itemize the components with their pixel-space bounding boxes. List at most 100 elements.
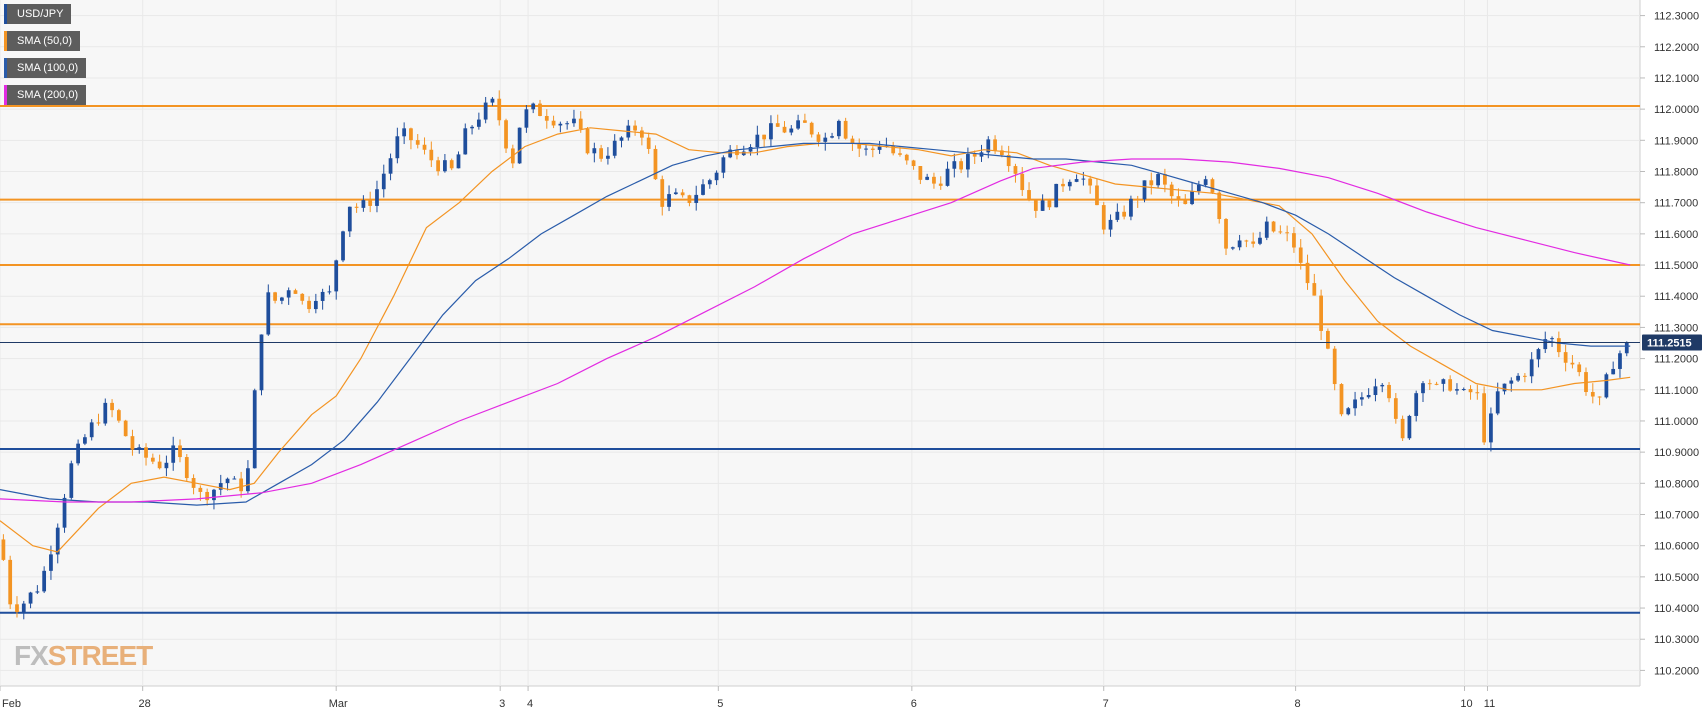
candle-bearish <box>1169 184 1174 197</box>
candle-bullish <box>42 570 47 592</box>
candle-bullish <box>1081 178 1086 180</box>
candle-bearish <box>178 445 182 458</box>
candle-bullish <box>952 161 957 169</box>
candle-bullish <box>225 478 230 484</box>
candle-bullish <box>1373 386 1378 396</box>
legend-usdjpy[interactable]: USD/JPY <box>4 4 72 24</box>
candle-bearish <box>653 148 658 180</box>
candle-bearish <box>116 410 121 421</box>
y-tick-label: 111.0000 <box>1654 416 1698 428</box>
candle-bullish <box>667 194 671 207</box>
candle-bullish <box>1380 384 1385 387</box>
candle-bullish <box>1203 179 1208 185</box>
y-tick-label: 111.4000 <box>1654 291 1698 303</box>
logo-fx: FX <box>14 640 49 671</box>
candle-bullish <box>1624 342 1629 354</box>
candle-bearish <box>1013 166 1018 174</box>
moving-averages <box>0 127 1631 553</box>
candle-bearish <box>660 179 665 207</box>
candle-bullish <box>1509 380 1514 384</box>
y-tick-label: 110.7000 <box>1654 510 1699 522</box>
candle-bullish <box>1407 415 1412 439</box>
candle-bullish <box>694 194 699 203</box>
candle-bearish <box>409 128 413 141</box>
candle-bearish <box>205 491 210 501</box>
candle-bearish <box>1319 295 1323 331</box>
candle-bullish <box>347 206 352 232</box>
candle-bearish <box>1020 173 1025 191</box>
candle-bearish <box>307 300 311 310</box>
candle-bullish <box>76 443 80 464</box>
candle-bearish <box>918 166 923 180</box>
candle-bullish <box>789 128 794 133</box>
candle-bearish <box>1339 384 1344 415</box>
candle-bullish <box>49 554 53 571</box>
candle-bullish <box>1067 181 1072 187</box>
candle-bullish <box>21 603 26 613</box>
candle-bullish <box>327 291 332 293</box>
candle-bullish <box>1421 383 1425 394</box>
x-tick-label: 10 <box>1460 698 1472 710</box>
candle-bearish <box>809 122 814 135</box>
candle-bearish <box>932 176 936 184</box>
x-tick-label: 28 <box>139 698 151 710</box>
legend-sma50[interactable]: SMA (50,0) <box>4 31 81 51</box>
candle-bullish <box>1414 393 1419 416</box>
candle-bullish <box>35 591 40 593</box>
candle-bullish <box>1441 379 1446 384</box>
candle-bullish <box>1346 408 1351 415</box>
candle-bullish <box>755 134 760 148</box>
y-tick-label: 111.1000 <box>1654 385 1698 397</box>
candle-bearish <box>938 183 943 186</box>
candle-bullish <box>395 136 400 159</box>
candle-bullish <box>572 118 576 124</box>
candle-bullish <box>986 139 991 153</box>
candle-bullish <box>714 172 719 181</box>
candle-bearish <box>1251 241 1256 244</box>
candle-bearish <box>184 457 189 479</box>
candle-bearish <box>911 160 916 167</box>
candle-bearish <box>1400 418 1405 439</box>
candle-bullish <box>218 483 223 490</box>
candle-bearish <box>1468 389 1473 393</box>
candle-bearish <box>1393 398 1398 419</box>
candle-bearish <box>144 447 148 458</box>
candle-bearish <box>1135 198 1140 200</box>
candle-bearish <box>1122 211 1127 217</box>
candle-bearish <box>1224 219 1228 249</box>
candle-bearish <box>775 123 780 127</box>
candle-bearish <box>972 154 977 157</box>
candle-bearish <box>1556 338 1561 353</box>
candle-bearish <box>551 120 556 126</box>
candle-bearish <box>639 130 644 138</box>
candle-bullish <box>69 463 74 498</box>
candle-bearish <box>585 128 590 154</box>
candle-bullish <box>877 146 882 150</box>
candle-bullish <box>375 189 379 206</box>
candle-bearish <box>1434 383 1439 385</box>
candle-bullish <box>334 260 339 292</box>
candle-bearish <box>1088 178 1093 186</box>
candle-bullish <box>707 180 712 185</box>
candle-bearish <box>1027 190 1031 201</box>
legend-sma200[interactable]: SMA (200,0) <box>4 85 87 105</box>
candle-bearish <box>415 140 420 145</box>
candle-bullish <box>1529 359 1534 377</box>
y-axis: 112.3000 112.2000 112.1000 112.0000 111.9000… <box>1640 11 1699 677</box>
candle-bullish <box>1516 375 1520 381</box>
candle-bullish <box>280 297 284 301</box>
candle-bearish <box>1244 240 1249 242</box>
x-tick-label: 3 <box>499 698 505 710</box>
candle-bearish <box>1332 348 1337 385</box>
candle-bullish <box>1258 237 1262 244</box>
candle-bearish <box>1285 232 1290 234</box>
candle-bearish <box>843 120 848 139</box>
legend-sma100[interactable]: SMA (100,0) <box>4 58 87 78</box>
y-tick-label: 112.2000 <box>1654 42 1699 54</box>
candle-bearish <box>504 120 508 149</box>
candle-bearish <box>857 143 862 149</box>
x-tick-label: 11 <box>1484 698 1495 710</box>
candle-bullish <box>470 126 474 129</box>
candle-bullish <box>945 168 950 186</box>
x-tick-label: 8 <box>1295 698 1301 710</box>
